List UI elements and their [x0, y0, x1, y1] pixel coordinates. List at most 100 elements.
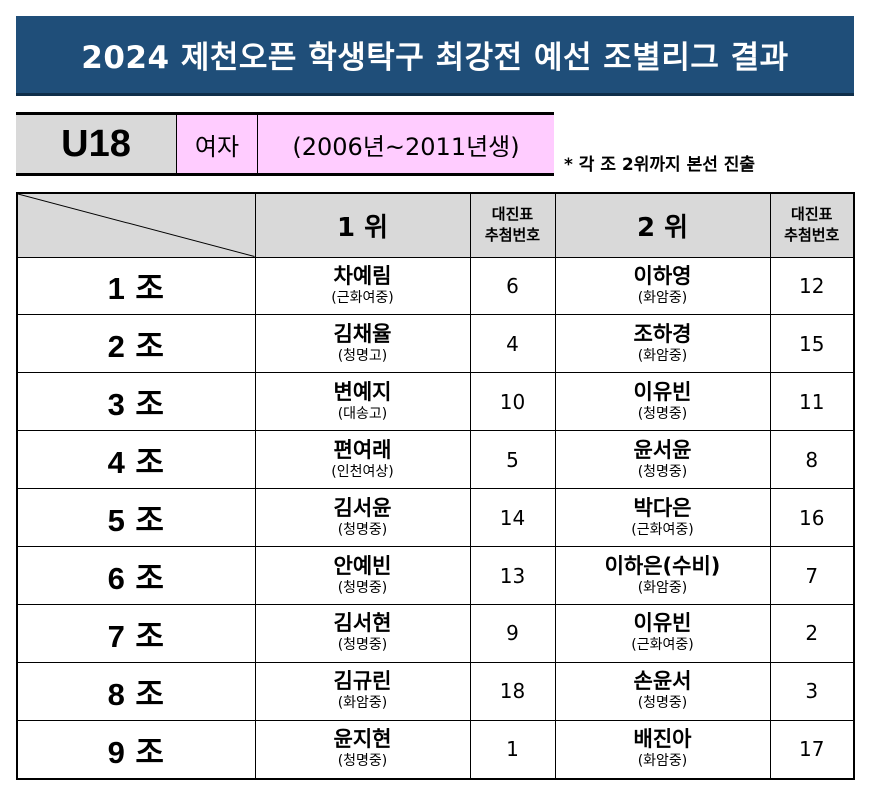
second-draw-number: 8	[769, 430, 855, 490]
first-draw-number: 9	[469, 604, 556, 663]
group-label: 4 조	[16, 430, 256, 490]
first-place-name: 김채율	[333, 321, 392, 346]
second-place-school: (청명중)	[637, 463, 688, 480]
group-label: 1 조	[16, 256, 256, 316]
group-label: 7 조	[16, 604, 256, 663]
first-draw-number: 14	[469, 488, 556, 548]
category-age: U18	[16, 115, 177, 173]
first-place-cell: 변예지 (대송고)	[254, 372, 471, 432]
first-place-school: (청명고)	[337, 347, 388, 364]
group-label: 9 조	[16, 719, 256, 780]
first-place-name: 김서현	[333, 611, 392, 636]
first-draw-number: 4	[469, 314, 556, 374]
second-place-school: (화암중)	[637, 289, 688, 306]
group-label: 2 조	[16, 314, 256, 374]
second-place-school: (근화여중)	[631, 521, 694, 538]
first-place-school: (청명중)	[337, 753, 388, 770]
diagonal-line	[18, 194, 255, 257]
group-label: 6 조	[16, 546, 256, 606]
first-place-school: (인천여상)	[331, 463, 394, 480]
second-place-school: (청명중)	[637, 405, 688, 422]
group-label: 3 조	[16, 372, 256, 432]
advance-note: * 각 조 2위까지 본선 진출	[564, 155, 756, 175]
second-place-name: 이유빈	[633, 379, 692, 404]
group-label: 8 조	[16, 661, 256, 721]
table-row: 2 조 김채율 (청명고) 4 조하경 (화암중) 15	[16, 314, 855, 374]
second-place-school: (화암중)	[637, 579, 688, 596]
first-place-school: (근화여중)	[331, 289, 394, 306]
first-place-name: 안예빈	[333, 553, 392, 578]
first-place-cell: 김채율 (청명고)	[254, 314, 471, 374]
first-draw-number: 18	[469, 661, 556, 721]
table-row: 1 조 차예림 (근화여중) 6 이하영 (화암중) 12	[16, 256, 855, 316]
second-draw-number: 16	[769, 488, 855, 548]
first-place-name: 편여래	[333, 437, 392, 462]
category-gender: 여자	[177, 115, 258, 173]
second-draw-number: 15	[769, 314, 855, 374]
table-row: 5 조 김서윤 (청명중) 14 박다은 (근화여중) 16	[16, 488, 855, 548]
second-place-name: 손윤서	[633, 669, 692, 694]
category-bar: U18 여자 (2006년~2011년생)	[16, 112, 554, 176]
first-place-cell: 김규린 (화암중)	[254, 661, 471, 721]
first-place-name: 김규린	[333, 669, 392, 694]
first-place-name: 김서윤	[333, 495, 392, 520]
second-place-header: 2 위	[554, 192, 771, 258]
first-place-header: 1 위	[254, 192, 471, 258]
first-place-name: 변예지	[333, 379, 392, 404]
second-place-school: (화암중)	[637, 347, 688, 364]
first-place-cell: 안예빈 (청명중)	[254, 546, 471, 606]
first-place-name: 윤지현	[333, 727, 392, 752]
first-place-school: (청명중)	[337, 579, 388, 596]
second-draw-number: 2	[769, 604, 855, 663]
second-place-cell: 이하영 (화암중)	[554, 256, 771, 316]
category-years: (2006년~2011년생)	[258, 115, 554, 173]
first-draw-number: 13	[469, 546, 556, 606]
second-place-school: (근화여중)	[631, 637, 694, 654]
first-draw-number: 5	[469, 430, 556, 490]
second-place-cell: 손윤서 (청명중)	[554, 661, 771, 721]
second-place-name: 이하은(수비)	[604, 553, 721, 578]
second-draw-number: 3	[769, 661, 855, 721]
table-row: 3 조 변예지 (대송고) 10 이유빈 (청명중) 11	[16, 372, 855, 432]
table-row: 4 조 편여래 (인천여상) 5 윤서윤 (청명중) 8	[16, 430, 855, 490]
second-place-cell: 박다은 (근화여중)	[554, 488, 771, 548]
second-place-cell: 배진아 (화암중)	[554, 719, 771, 780]
table-row: 7 조 김서현 (청명중) 9 이유빈 (근화여중) 2	[16, 604, 855, 663]
second-place-school: (청명중)	[637, 695, 688, 712]
first-draw-number: 10	[469, 372, 556, 432]
second-draw-number: 11	[769, 372, 855, 432]
first-draw-header: 대진표 추첨번호	[469, 192, 556, 258]
second-place-cell: 이유빈 (청명중)	[554, 372, 771, 432]
first-place-cell: 편여래 (인천여상)	[254, 430, 471, 490]
first-draw-number: 1	[469, 719, 556, 780]
first-draw-number: 6	[469, 256, 556, 316]
second-place-name: 배진아	[633, 727, 692, 752]
corner-cell	[16, 192, 256, 258]
first-place-cell: 김서현 (청명중)	[254, 604, 471, 663]
first-place-cell: 차예림 (근화여중)	[254, 256, 471, 316]
table-row: 9 조 윤지현 (청명중) 1 배진아 (화암중) 17	[16, 719, 855, 780]
second-draw-header: 대진표 추첨번호	[769, 192, 855, 258]
second-place-name: 조하경	[633, 321, 692, 346]
second-place-cell: 이하은(수비) (화암중)	[554, 546, 771, 606]
header-row: 1 위 대진표 추첨번호 2 위 대진표 추첨번호	[16, 192, 855, 258]
second-place-cell: 윤서윤 (청명중)	[554, 430, 771, 490]
second-draw-number: 17	[769, 719, 855, 780]
second-place-cell: 이유빈 (근화여중)	[554, 604, 771, 663]
second-place-cell: 조하경 (화암중)	[554, 314, 771, 374]
second-draw-number: 12	[769, 256, 855, 316]
first-place-school: (청명중)	[337, 521, 388, 538]
second-place-name: 이하영	[633, 263, 692, 288]
second-draw-number: 7	[769, 546, 855, 606]
second-place-name: 박다은	[633, 495, 692, 520]
first-place-school: (대송고)	[337, 405, 388, 422]
table-row: 6 조 안예빈 (청명중) 13 이하은(수비) (화암중) 7	[16, 546, 855, 606]
first-place-cell: 김서윤 (청명중)	[254, 488, 471, 548]
second-place-name: 이유빈	[633, 611, 692, 636]
table-row: 8 조 김규린 (화암중) 18 손윤서 (청명중) 3	[16, 661, 855, 721]
title-banner: 2024 제천오픈 학생탁구 최강전 예선 조별리그 결과	[16, 16, 854, 96]
first-place-cell: 윤지현 (청명중)	[254, 719, 471, 780]
group-label: 5 조	[16, 488, 256, 548]
page-title: 2024 제천오픈 학생탁구 최강전 예선 조별리그 결과	[81, 40, 789, 76]
second-place-school: (화암중)	[637, 753, 688, 770]
